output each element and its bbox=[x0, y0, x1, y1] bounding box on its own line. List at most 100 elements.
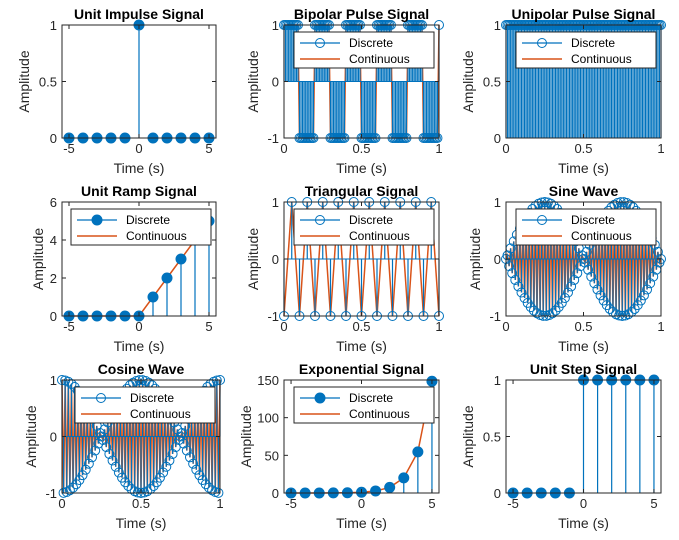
x-tick-label: 1 bbox=[216, 496, 223, 511]
x-tick-label: 0.5 bbox=[574, 319, 592, 334]
y-tick-label: 0 bbox=[494, 486, 501, 501]
data-point bbox=[398, 472, 410, 484]
data-point bbox=[178, 438, 189, 449]
data-point bbox=[580, 257, 591, 268]
x-axis-label: Time (s) bbox=[336, 515, 387, 531]
data-point bbox=[519, 293, 530, 304]
data-point bbox=[194, 470, 205, 481]
data-point bbox=[556, 297, 567, 308]
x-tick-label: 0.5 bbox=[574, 141, 592, 156]
y-tick-label: 1 bbox=[50, 18, 57, 33]
data-point bbox=[177, 427, 188, 438]
y-tick-label: 1 bbox=[494, 373, 501, 388]
data-point bbox=[384, 481, 396, 493]
data-point bbox=[90, 445, 101, 456]
data-point bbox=[547, 308, 558, 319]
data-point bbox=[126, 484, 137, 495]
data-point bbox=[635, 295, 646, 306]
data-point bbox=[145, 484, 156, 495]
data-point bbox=[99, 424, 110, 435]
y-tick-label: 0 bbox=[50, 131, 57, 146]
legend: Discrete Continuous bbox=[70, 208, 212, 246]
data-point bbox=[566, 281, 577, 292]
subplot-9: -5 0 5 0 0.5 1 Unit Step Signal Time (s) Amplitu… bbox=[460, 361, 662, 531]
data-point bbox=[154, 472, 165, 483]
data-point bbox=[188, 458, 199, 469]
y-tick-label: -1 bbox=[489, 309, 501, 324]
legend-box bbox=[74, 386, 216, 424]
legend-discrete-marker bbox=[315, 215, 325, 225]
legend-discrete-marker bbox=[315, 38, 325, 48]
x-tick-label: 0 bbox=[358, 496, 365, 511]
x-tick-label: 0 bbox=[280, 319, 287, 334]
legend-label-continuous: Continuous bbox=[126, 229, 187, 243]
legend-box bbox=[293, 386, 435, 424]
data-point bbox=[652, 246, 663, 257]
data-point bbox=[74, 475, 85, 486]
data-point bbox=[412, 446, 424, 458]
data-point bbox=[516, 287, 527, 298]
data-point bbox=[581, 246, 592, 257]
data-point bbox=[184, 452, 195, 463]
x-axis-label: Time (s) bbox=[114, 160, 165, 176]
y-tick-label: 1 bbox=[272, 195, 279, 210]
legend-label-continuous: Continuous bbox=[130, 407, 191, 421]
x-axis-label: Time (s) bbox=[116, 515, 167, 531]
data-point bbox=[583, 264, 594, 275]
legend-label-continuous: Continuous bbox=[349, 229, 410, 243]
x-tick-label: 5 bbox=[205, 141, 212, 156]
y-tick-label: 50 bbox=[265, 448, 279, 463]
data-point bbox=[513, 281, 524, 292]
data-point bbox=[175, 253, 187, 265]
data-point bbox=[525, 302, 536, 313]
y-tick-label: 0.5 bbox=[39, 75, 57, 90]
data-point bbox=[550, 305, 561, 316]
chart-title: Sine Wave bbox=[549, 183, 619, 199]
x-tick-label: 5 bbox=[650, 496, 657, 511]
legend-label-continuous: Continuous bbox=[571, 52, 632, 66]
x-axis-label: Time (s) bbox=[558, 160, 609, 176]
data-point bbox=[191, 464, 202, 475]
data-point bbox=[589, 278, 600, 289]
data-point bbox=[68, 482, 79, 493]
chart-title: Triangular Signal bbox=[305, 183, 419, 199]
legend-box bbox=[70, 208, 212, 246]
data-point bbox=[601, 300, 612, 311]
data-point bbox=[161, 461, 172, 472]
data-point bbox=[642, 284, 653, 295]
legend-discrete-marker bbox=[91, 214, 103, 226]
y-tick-label: 100 bbox=[257, 411, 279, 426]
data-point bbox=[507, 268, 518, 279]
data-point bbox=[370, 485, 382, 497]
y-tick-label: 0 bbox=[494, 252, 501, 267]
data-point bbox=[572, 268, 583, 279]
data-point bbox=[158, 467, 169, 478]
data-point bbox=[207, 485, 218, 496]
legend-box bbox=[515, 208, 657, 246]
x-tick-label: 0.5 bbox=[132, 496, 150, 511]
data-point bbox=[502, 250, 513, 261]
y-tick-label: 0 bbox=[50, 430, 57, 445]
data-point bbox=[645, 278, 656, 289]
x-tick-label: 1 bbox=[435, 319, 442, 334]
x-tick-label: -5 bbox=[285, 496, 297, 511]
x-axis-label: Time (s) bbox=[558, 515, 609, 531]
x-axis-label: Time (s) bbox=[336, 338, 387, 354]
data-point bbox=[510, 274, 521, 285]
y-axis-label: Amplitude bbox=[238, 405, 254, 467]
data-point bbox=[648, 271, 659, 282]
y-tick-label: -1 bbox=[267, 309, 279, 324]
y-tick-label: 0 bbox=[272, 486, 279, 501]
data-point bbox=[87, 452, 98, 463]
data-point bbox=[120, 477, 131, 488]
x-axis-label: Time (s) bbox=[336, 160, 387, 176]
chart-title: Unit Ramp Signal bbox=[81, 183, 197, 199]
y-tick-label: 0.5 bbox=[483, 430, 501, 445]
data-point bbox=[66, 378, 77, 389]
data-point bbox=[200, 479, 211, 490]
data-point bbox=[63, 376, 74, 387]
y-tick-label: 6 bbox=[50, 195, 57, 210]
x-axis-label: Time (s) bbox=[558, 338, 609, 354]
